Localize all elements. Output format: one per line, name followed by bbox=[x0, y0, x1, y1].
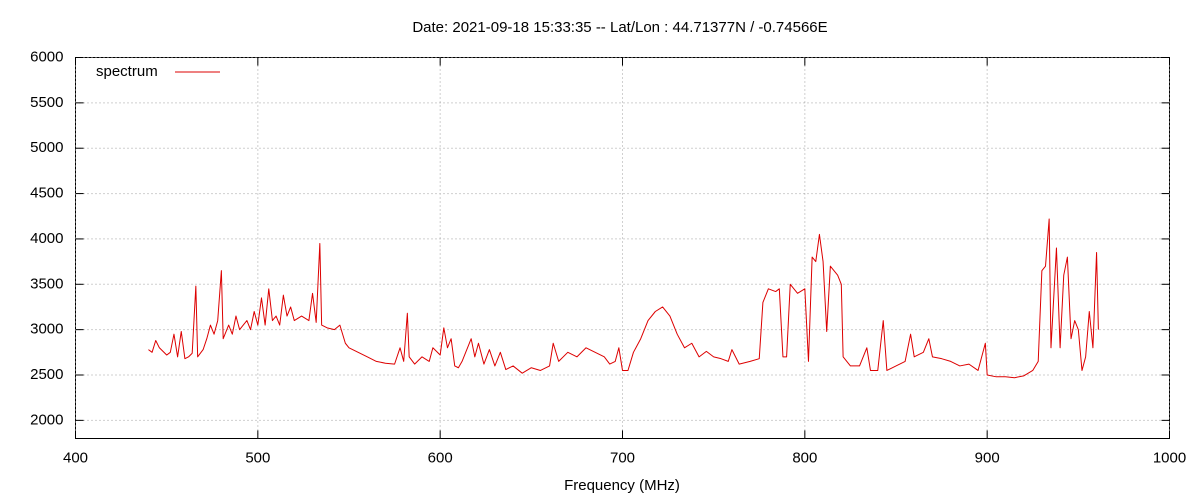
legend-label: spectrum bbox=[96, 63, 158, 80]
y-tick-label: 4000 bbox=[30, 230, 63, 247]
x-tick-label: 500 bbox=[245, 449, 270, 466]
y-tick-label: 5000 bbox=[30, 139, 63, 156]
x-tick-label: 800 bbox=[792, 449, 817, 466]
y-tick-label: 3500 bbox=[30, 275, 63, 292]
y-tick-label: 6000 bbox=[30, 48, 63, 65]
x-axis-label: Frequency (MHz) bbox=[564, 477, 680, 494]
y-tick-label: 3000 bbox=[30, 321, 63, 338]
x-tick-label: 400 bbox=[63, 449, 88, 466]
x-tick-label: 1000 bbox=[1153, 449, 1186, 466]
x-tick-label: 900 bbox=[975, 449, 1000, 466]
plot-frame bbox=[75, 57, 1170, 439]
y-tick-label: 2500 bbox=[30, 366, 63, 383]
y-tick-label: 4500 bbox=[30, 185, 63, 202]
chart-title: Date: 2021-09-18 15:33:35 -- Lat/Lon : 4… bbox=[412, 19, 827, 36]
y-tick-label: 5500 bbox=[30, 94, 63, 111]
y-tick-label: 2000 bbox=[30, 411, 63, 428]
spectrum-line bbox=[148, 218, 1099, 379]
x-tick-label: 700 bbox=[610, 449, 635, 466]
x-tick-label: 600 bbox=[428, 449, 453, 466]
